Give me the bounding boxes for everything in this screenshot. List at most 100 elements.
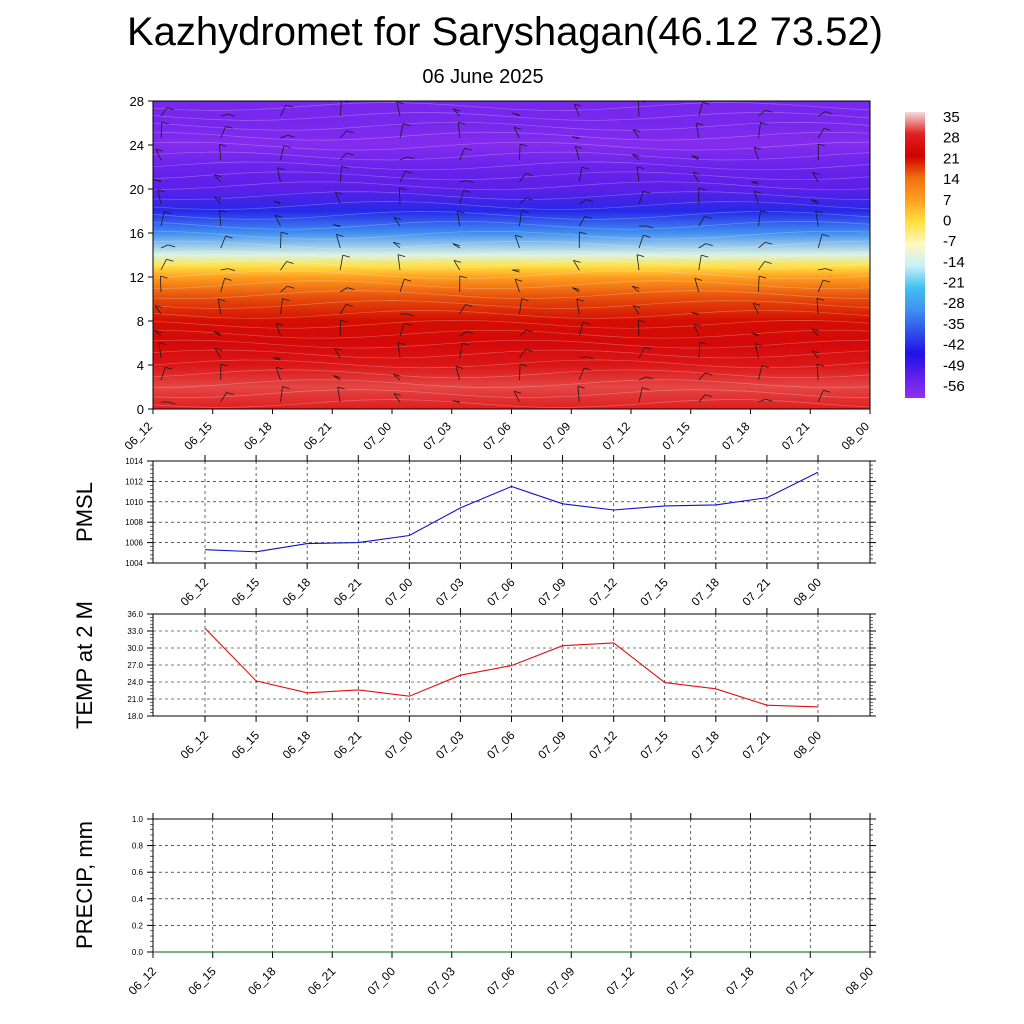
contour-line [153, 349, 870, 359]
x-tick-label: 06_12 [178, 728, 212, 762]
wind-barb-flag [881, 300, 888, 302]
wind-barb-flag [153, 178, 162, 182]
wind-barb-flag [337, 386, 345, 390]
wind-barb [280, 145, 285, 161]
wind-barb [459, 304, 466, 315]
wind-barb-flag [876, 167, 883, 169]
contour-line [153, 220, 870, 230]
wind-barb [513, 391, 520, 403]
wind-barb-flag [273, 200, 281, 204]
colorbar-label: 35 [943, 109, 960, 126]
wind-barb-flag [453, 108, 461, 112]
x-tick-label: 06_18 [280, 575, 314, 609]
wind-barb [638, 376, 647, 381]
wind-barb [154, 305, 162, 315]
y-tick-label: 0.4 [132, 895, 144, 904]
wind-barb [758, 109, 766, 117]
wind-barb [455, 366, 461, 381]
x-tick-label: 07_21 [783, 964, 817, 998]
x-tick-label: 07_21 [740, 575, 774, 609]
wind-barb-flag [526, 329, 534, 333]
wind-barb [519, 173, 526, 183]
wind-barb [220, 278, 225, 293]
heatmap-field [153, 101, 870, 409]
wind-barb-flag [452, 400, 460, 403]
wind-barb [698, 372, 706, 381]
wind-barb [275, 367, 281, 381]
wind-barb-flag [227, 268, 236, 271]
wind-barb [693, 323, 700, 337]
wind-barb-flag [393, 393, 402, 396]
wind-barb [579, 199, 587, 205]
wind-barb [280, 285, 288, 293]
wind-barb [579, 356, 587, 359]
colorbar-label: 14 [943, 171, 960, 188]
wind-barb [519, 298, 522, 315]
y-tick-label: 33.0 [127, 627, 143, 636]
wind-barb-flag [885, 138, 892, 140]
colorbar-label: 0 [943, 212, 951, 229]
wind-barb [399, 123, 404, 139]
y-tick-label: 21.0 [127, 695, 143, 704]
wind-barb-flag [764, 261, 772, 264]
wind-barb-flag [285, 104, 293, 108]
wind-barb-flag [760, 210, 768, 213]
wind-barb-flag [577, 385, 586, 389]
wind-barb-flag [404, 278, 412, 282]
wind-barb [578, 367, 585, 381]
wind-barb-flag [168, 401, 176, 405]
contour-line [153, 389, 870, 398]
x-tick-label: 06_21 [331, 575, 365, 609]
wind-barb-flag [346, 130, 354, 134]
contour-line [153, 300, 870, 309]
wind-barb [632, 153, 640, 161]
wind-barb-flag [333, 375, 341, 378]
wind-barb [160, 367, 166, 381]
wind-barb [274, 215, 281, 227]
wind-barb-flag [160, 275, 168, 279]
wind-barb [340, 287, 348, 293]
wind-barb [758, 365, 763, 381]
x-tick-label: 07_09 [535, 575, 569, 609]
contour-line [153, 171, 870, 181]
wind-barb [816, 298, 819, 315]
x-tick-label: 07_21 [740, 728, 774, 762]
wind-barb-flag [644, 346, 652, 350]
colorbar-label: -56 [943, 378, 965, 395]
wind-barb-flag [705, 394, 713, 398]
wind-barb-flag [155, 148, 163, 152]
wind-barb [275, 323, 281, 337]
wind-barb-flag [157, 189, 165, 193]
y-tick-label: 0.2 [132, 921, 144, 930]
wind-barb [155, 148, 162, 161]
contour-line [153, 319, 870, 329]
contour-line [153, 230, 870, 240]
wind-barb-flag [227, 113, 236, 117]
wind-barb [811, 350, 819, 359]
contour-line [153, 310, 870, 319]
x-tick-label: 08_00 [839, 419, 873, 453]
wind-barb [638, 387, 643, 403]
colorbar-label: -28 [943, 295, 965, 312]
heatmap-panel: 0 4 8 12 16 20 24 28 06_12 06_15 06_18 06_21 07_00 07… [122, 94, 892, 453]
wind-barb-flag [815, 210, 823, 214]
wind-barb [399, 171, 406, 183]
wind-barb-flag [393, 373, 401, 377]
wind-barb [871, 198, 878, 204]
wind-barb-flag [821, 234, 830, 237]
wind-barb-flag [214, 174, 222, 178]
wind-barb-flag [691, 312, 699, 315]
x-tick-label: 07_18 [688, 575, 722, 609]
wind-barb-flag [214, 196, 222, 200]
wind-barb [752, 303, 759, 315]
wind-barb [339, 304, 347, 315]
wind-barb-flag [161, 121, 169, 125]
y-tick-label: 0.8 [132, 842, 144, 851]
contour-line [153, 112, 870, 121]
wind-barb-flag [573, 260, 581, 263]
contour-line [153, 250, 870, 260]
wind-barb [280, 134, 288, 139]
y-tick-label: 36.0 [127, 610, 143, 619]
wind-barb-flag [643, 234, 651, 238]
wind-barb [574, 103, 580, 117]
